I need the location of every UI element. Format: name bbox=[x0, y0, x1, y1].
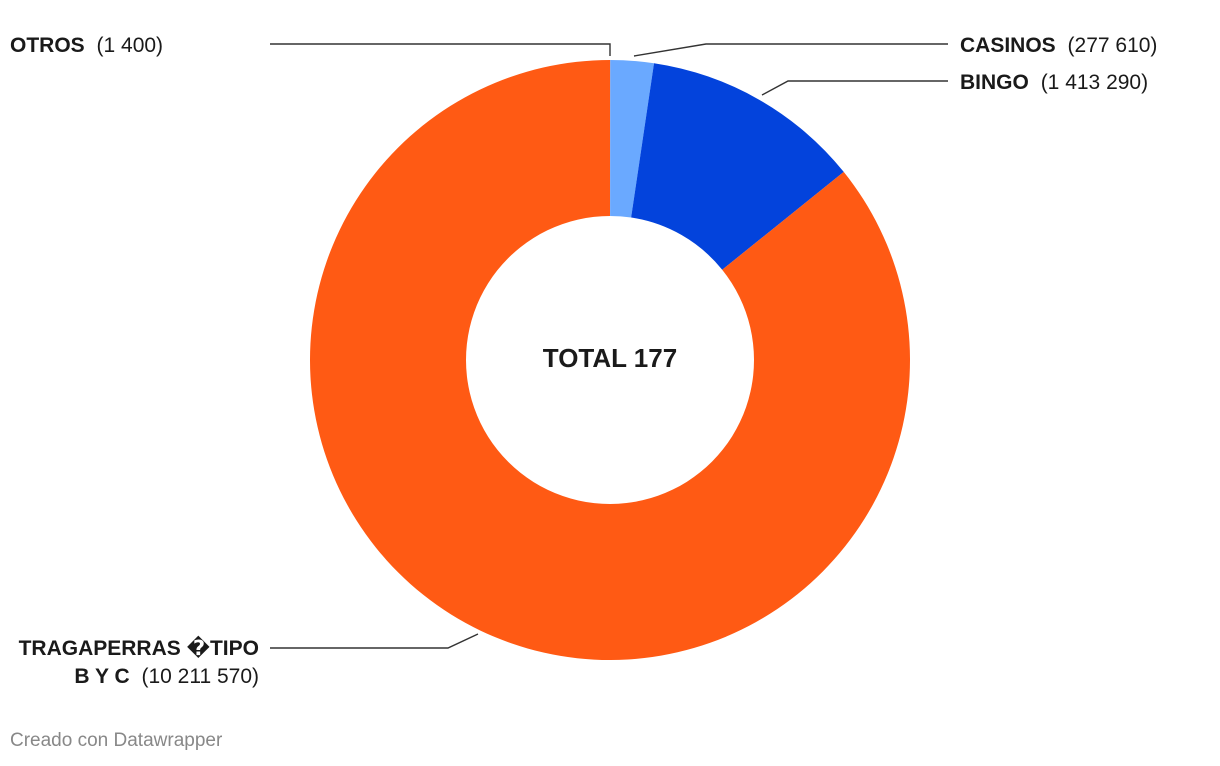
leader-line-bingo bbox=[761, 80, 948, 96]
label-tragaperras-line2: B Y C (10 211 570) bbox=[74, 665, 259, 688]
label-tragaperras-name-line1: TRAGAPERRAS �TIPO bbox=[19, 635, 259, 660]
donut-slice-1 bbox=[610, 60, 655, 218]
credit-footer: Creado con Datawrapper bbox=[10, 730, 223, 751]
leader-line-otros bbox=[270, 43, 611, 56]
label-tragaperras-name-line2: B Y C bbox=[74, 665, 129, 688]
label-casinos: CASINOS (277 610) bbox=[960, 34, 1157, 57]
donut-slices bbox=[309, 60, 910, 660]
label-otros: OTROS (1 400) bbox=[10, 34, 163, 57]
donut-slice-2 bbox=[631, 63, 844, 270]
leader-line-casinos bbox=[633, 43, 948, 57]
label-casinos-name: CASINOS bbox=[960, 34, 1056, 57]
label-otros-value: (1 400) bbox=[97, 34, 164, 57]
donut-slice-3 bbox=[309, 60, 910, 660]
label-bingo: BINGO (1 413 290) bbox=[960, 71, 1148, 94]
donut-center-total: TOTAL 177 bbox=[543, 343, 677, 373]
label-casinos-value: (277 610) bbox=[1068, 34, 1158, 57]
label-tragaperras-line1: TRAGAPERRAS �TIPO bbox=[19, 635, 259, 660]
label-bingo-name: BINGO bbox=[960, 71, 1029, 94]
label-otros-name: OTROS bbox=[10, 34, 85, 57]
label-bingo-value: (1 413 290) bbox=[1041, 71, 1148, 94]
label-tragaperras-value: (10 211 570) bbox=[141, 665, 259, 688]
leader-line-tragaperras bbox=[270, 633, 479, 649]
